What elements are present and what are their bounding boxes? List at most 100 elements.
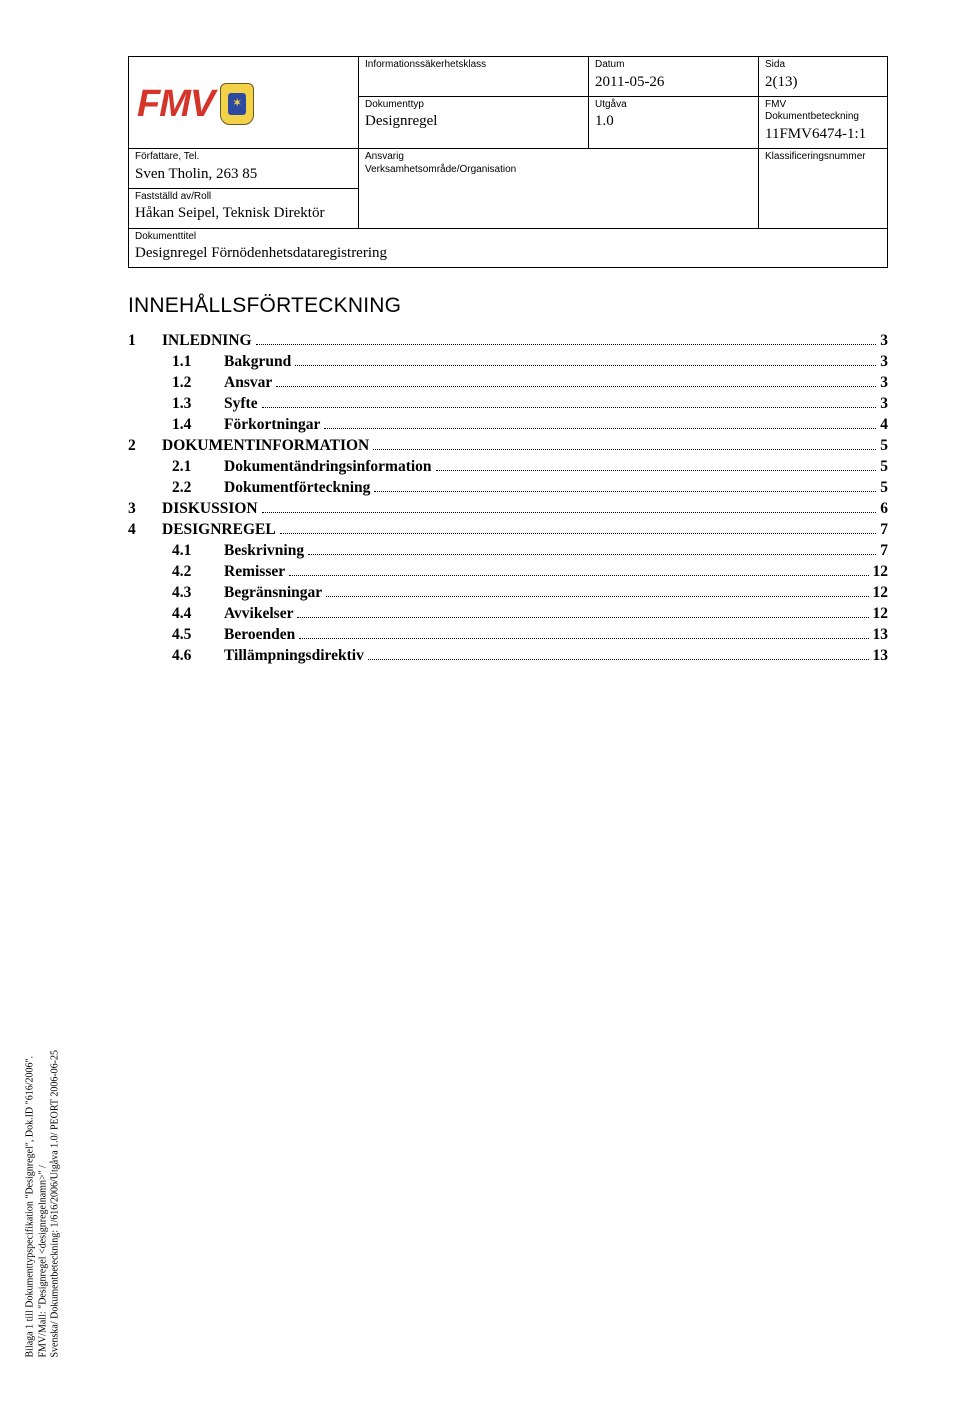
sida-label: Sida — [765, 59, 881, 72]
toc-page: 3 — [880, 374, 888, 392]
fmv-logo-text: FMV — [137, 85, 214, 123]
fmvbet-value: 11FMV6474-1:1 — [765, 124, 881, 144]
dokumenttitel-label: Dokumenttitel — [135, 231, 881, 244]
toc-dots — [262, 396, 877, 408]
toc-dots — [299, 627, 868, 639]
toc-row: 1.2 Ansvar 3 — [128, 374, 888, 392]
toc-dots — [256, 333, 877, 345]
toc-row: 1.4Förkortningar4 — [128, 416, 888, 434]
toc-row: 2.1 Dokumentändringsinformation 5 — [128, 458, 888, 476]
toc-num: 1.3 — [172, 395, 208, 413]
toc-title: INNEHÅLLSFÖRTECKNING — [128, 294, 888, 318]
toc-dots — [374, 480, 876, 492]
toc-num: 4.2 — [172, 563, 208, 581]
toc-num: 1 — [128, 332, 146, 350]
toc-label: Syfte — [224, 395, 258, 413]
toc-page: 7 — [880, 542, 888, 560]
dokumenttyp-cell: Dokumenttyp Designregel — [359, 96, 589, 148]
side-credit-line2: FMV/Mall: "Designregel <designregelnamn>… — [37, 1165, 48, 1357]
klass-label: Klassificeringsnummer — [765, 151, 881, 164]
toc-row: 2 DOKUMENTINFORMATION 5 — [128, 437, 888, 455]
toc-label: Remisser — [224, 563, 285, 581]
toc-dots — [276, 375, 876, 387]
toc-page: 3 — [880, 395, 888, 413]
toc-dots — [280, 522, 877, 534]
toc-num: 1.1 — [172, 353, 208, 371]
toc-label: DISKUSSION — [162, 500, 258, 518]
toc-num: 3 — [128, 500, 146, 518]
toc-num: 4.6 — [172, 647, 208, 665]
toc-dots — [326, 585, 868, 597]
toc-num: 1.4 — [172, 416, 208, 434]
logo-cell: FMV ✶ — [129, 57, 359, 149]
toc-row: 4.3Begränsningar12 — [128, 584, 888, 602]
toc-row: 4.5Beroenden13 — [128, 626, 888, 644]
forfattare-label: Författare, Tel. — [135, 151, 352, 164]
toc-label: Begränsningar — [224, 584, 322, 602]
ansvarig-cell: Ansvarig Verksamhetsområde/Organisation — [359, 149, 759, 229]
toc-row: 4.4Avvikelser12 — [128, 605, 888, 623]
toc-page: 13 — [873, 626, 889, 644]
toc-dots — [373, 438, 876, 450]
toc-num: 2 — [128, 437, 146, 455]
toc-page: 7 — [880, 521, 888, 539]
table-of-contents: 1INLEDNING3 1.1 Bakgrund 3 1.2 Ansvar 3 1.3 Syft… — [128, 332, 888, 665]
utgava-value: 1.0 — [595, 111, 752, 131]
toc-num: 4 — [128, 521, 146, 539]
side-credit-line1: Bilaga 1 till Dokumenttypspecifikation "… — [25, 1055, 36, 1357]
toc-page: 3 — [880, 353, 888, 371]
forfattare-value: Sven Tholin, 263 85 — [135, 164, 352, 184]
toc-row: 1.1 Bakgrund 3 — [128, 353, 888, 371]
toc-dots — [297, 606, 868, 618]
fmvbet-label: FMV Dokumentbeteckning — [765, 99, 881, 124]
infoclass-label: Informationssäkerhetsklass — [365, 59, 582, 72]
toc-num: 4.5 — [172, 626, 208, 644]
document-header-table: FMV ✶ Informationssäkerhetsklass Datum 2… — [128, 56, 888, 268]
toc-row: 1INLEDNING3 — [128, 332, 888, 350]
sida-value: 2(13) — [765, 72, 881, 92]
ansvarig-label: Ansvarig Verksamhetsområde/Organisation — [365, 151, 752, 176]
toc-label: Tillämpningsdirektiv — [224, 647, 364, 665]
crest-icon: ✶ — [220, 83, 254, 125]
dokumenttyp-label: Dokumenttyp — [365, 99, 582, 112]
toc-num: 1.2 — [172, 374, 208, 392]
toc-label: Ansvar — [224, 374, 272, 392]
toc-page: 5 — [880, 479, 888, 497]
faststalld-label: Fastställd av/Roll — [135, 191, 352, 204]
dokumenttyp-value: Designregel — [365, 111, 582, 131]
toc-dots — [368, 648, 869, 660]
toc-dots — [308, 543, 876, 555]
toc-dots — [262, 501, 877, 513]
toc-label: Dokumentändringsinformation — [224, 458, 432, 476]
toc-label: DOKUMENTINFORMATION — [162, 437, 369, 455]
toc-page: 5 — [880, 458, 888, 476]
datum-value: 2011-05-26 — [595, 72, 752, 92]
toc-row: 1.3 Syfte 3 — [128, 395, 888, 413]
toc-page: 12 — [873, 605, 889, 623]
toc-row: 3DISKUSSION6 — [128, 500, 888, 518]
toc-label: Bakgrund — [224, 353, 291, 371]
toc-page: 5 — [880, 437, 888, 455]
datum-label: Datum — [595, 59, 752, 72]
toc-row: 4.2Remisser12 — [128, 563, 888, 581]
toc-row: 4.1Beskrivning7 — [128, 542, 888, 560]
toc-label: Avvikelser — [224, 605, 293, 623]
toc-dots — [295, 354, 876, 366]
dokumenttitel-cell: Dokumenttitel Designregel Förnödenhetsda… — [129, 228, 888, 268]
toc-dots — [289, 564, 868, 576]
faststalld-value: Håkan Seipel, Teknisk Direktör — [135, 203, 352, 223]
toc-row: 4DESIGNREGEL7 — [128, 521, 888, 539]
toc-dots — [324, 417, 876, 429]
sida-cell: Sida 2(13) — [759, 57, 888, 97]
infoclass-cell: Informationssäkerhetsklass — [359, 57, 589, 97]
toc-page: 12 — [873, 584, 889, 602]
toc-page: 13 — [873, 647, 889, 665]
utgava-label: Utgåva — [595, 99, 752, 112]
toc-page: 3 — [880, 332, 888, 350]
dokumenttitel-value: Designregel Förnödenhetsdataregistrering — [135, 243, 881, 263]
toc-num: 2.1 — [172, 458, 208, 476]
utgava-cell: Utgåva 1.0 — [589, 96, 759, 148]
toc-dots — [436, 459, 877, 471]
toc-label: Dokumentförteckning — [224, 479, 370, 497]
forfattare-cell: Författare, Tel. Sven Tholin, 263 85 — [129, 149, 359, 189]
